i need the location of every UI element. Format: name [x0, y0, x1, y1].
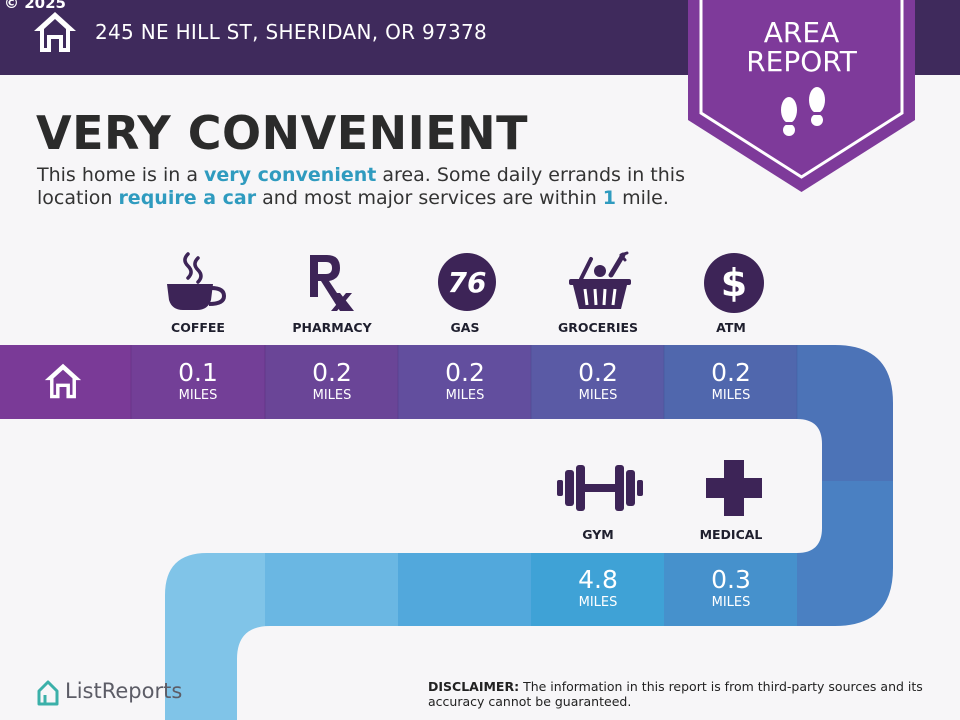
road-home-icon	[43, 362, 83, 404]
road-segment-atm	[664, 345, 797, 419]
service-label-medical: MEDICAL	[699, 527, 763, 542]
summary-part-1: This home is in a	[37, 164, 205, 186]
distance-unit-gas: MILES	[445, 388, 485, 403]
distance-value-coffee: 0.1	[178, 358, 218, 387]
distance-value-atm: 0.2	[711, 358, 751, 387]
dollar-icon: $	[703, 252, 765, 318]
listreports-logo-icon	[36, 679, 60, 711]
svg-text:$: $	[721, 261, 747, 305]
service-label-atm: ATM	[716, 320, 746, 335]
area-report-badge	[688, 0, 915, 192]
home-icon	[32, 10, 78, 58]
summary-text: This home is in a very convenient area. …	[37, 164, 697, 210]
summary-highlight-1: very convenient	[204, 164, 377, 186]
summary-part-3: and most major services are within	[256, 187, 603, 209]
gas-logo-text: 76	[448, 266, 487, 299]
summary-part-4: mile.	[616, 187, 669, 209]
distance-unit-pharmacy: MILES	[312, 388, 352, 403]
distance-value-medical: 0.3	[711, 565, 751, 594]
service-label-gym: GYM	[582, 527, 614, 542]
disclaimer-body: The information in this report is from t…	[428, 679, 923, 709]
footprints-icon	[773, 84, 833, 144]
distance-unit-coffee: MILES	[178, 388, 218, 403]
summary-highlight-2: require a car	[118, 187, 257, 209]
road-corner-top	[797, 345, 893, 481]
road-segment-medical	[664, 553, 797, 633]
brand-name: ListReports	[65, 679, 183, 703]
distance-unit-groceries: MILES	[578, 388, 618, 403]
grocery-basket-icon	[567, 251, 633, 317]
dumbbell-icon	[557, 462, 643, 518]
distance-unit-medical: MILES	[711, 595, 751, 610]
distance-value-gym: 4.8	[578, 565, 618, 594]
distance-unit-gym: MILES	[578, 595, 618, 610]
summary-highlight-3: 1	[602, 187, 617, 209]
distance-unit-atm: MILES	[711, 388, 751, 403]
road-segment-4	[265, 553, 398, 633]
service-label-gas: GAS	[450, 320, 480, 335]
page-title: VERY CONVENIENT	[36, 106, 529, 160]
rx-icon	[307, 253, 355, 317]
road-corner-bottom	[797, 481, 893, 631]
road-segment-gas	[398, 345, 531, 419]
distance-value-pharmacy: 0.2	[312, 358, 352, 387]
road-segment-pharmacy	[265, 345, 398, 419]
road-segment-coffee	[131, 345, 265, 419]
disclaimer-text: DISCLAIMER: The information in this repo…	[428, 679, 928, 709]
disclaimer-label: DISCLAIMER:	[428, 679, 520, 694]
summary-part-2: area. Some daily errands in this locatio…	[37, 164, 685, 209]
road-segment-groceries	[531, 345, 664, 419]
distance-value-groceries: 0.2	[578, 358, 618, 387]
service-label-coffee: COFFEE	[171, 320, 225, 335]
road-segment-3	[398, 553, 531, 633]
badge-line-1: AREA	[763, 16, 840, 49]
copyright-text: © 2025	[4, 0, 66, 12]
gas-76-icon: 76	[437, 252, 497, 316]
medical-cross-icon	[704, 458, 764, 522]
service-label-pharmacy: PHARMACY	[292, 320, 372, 335]
property-address: 245 NE HILL ST, SHERIDAN, OR 97378	[95, 20, 488, 44]
badge-line-2: REPORT	[746, 45, 857, 78]
badge-title: AREA REPORT	[688, 18, 915, 76]
service-label-groceries: GROCERIES	[557, 320, 639, 335]
coffee-cup-icon	[163, 252, 227, 316]
road-segment-gym	[531, 553, 664, 633]
distance-value-gas: 0.2	[445, 358, 485, 387]
